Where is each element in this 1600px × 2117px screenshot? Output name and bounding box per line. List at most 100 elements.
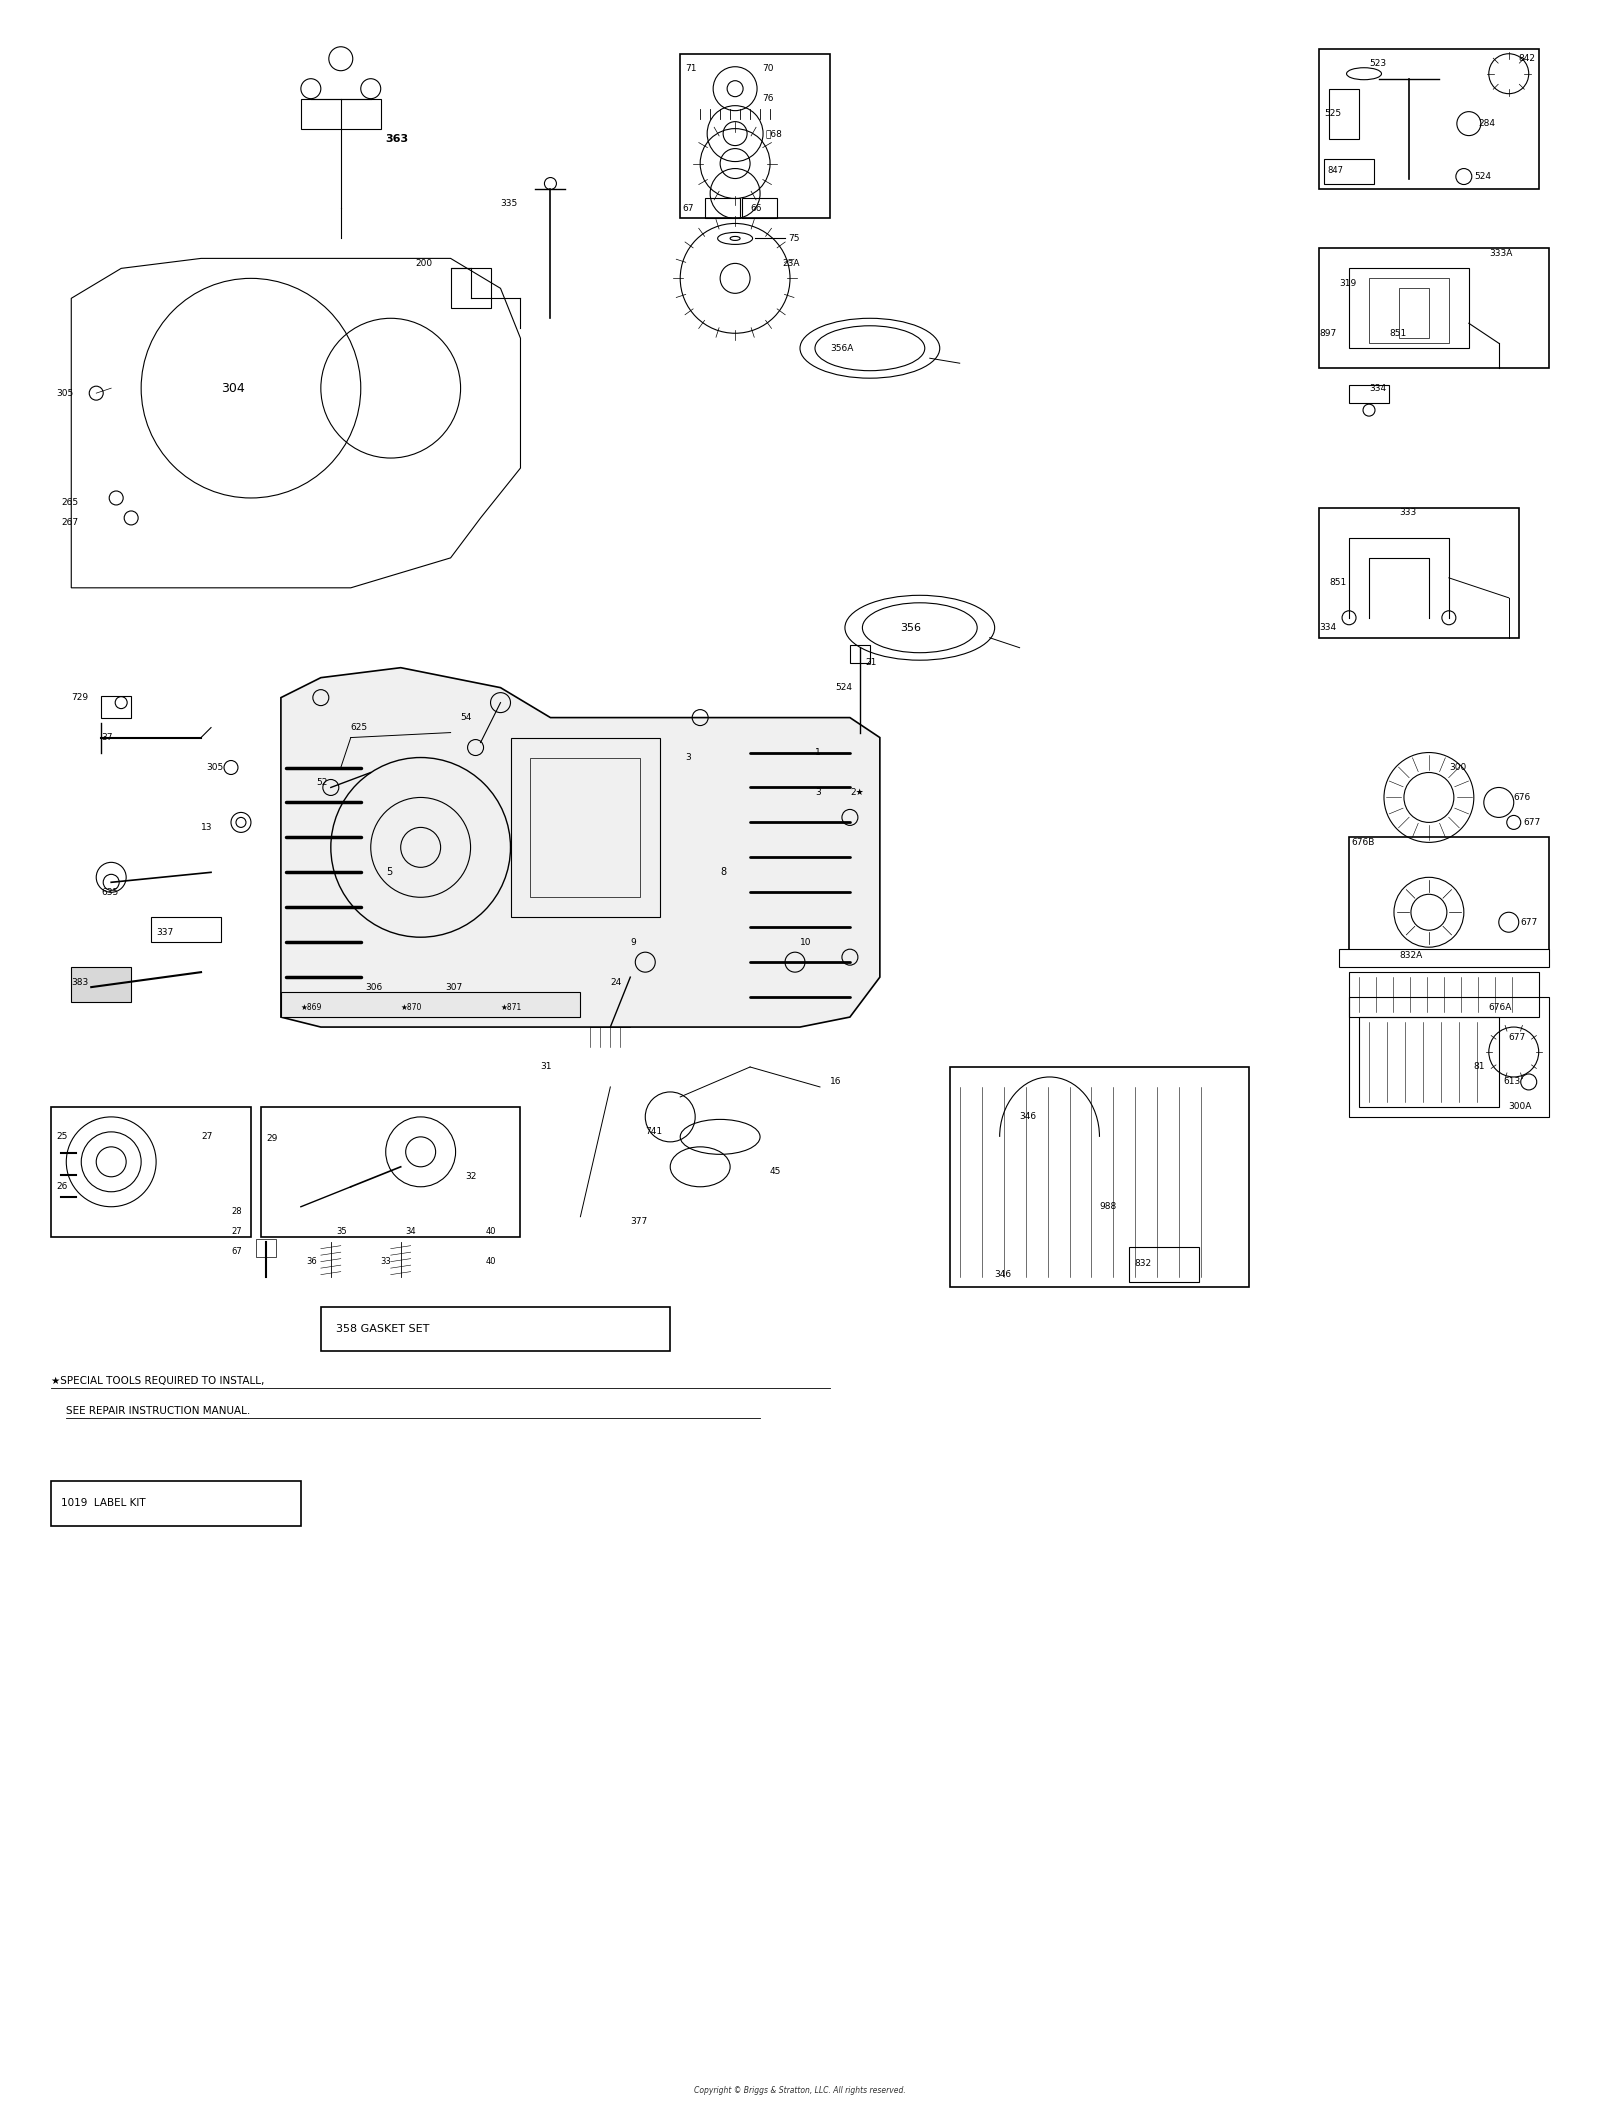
Text: 21: 21 (866, 658, 877, 667)
Text: 677: 677 (1520, 919, 1538, 927)
Bar (261, 1107, 520, 1236)
Text: ★871: ★871 (501, 1003, 522, 1012)
Text: 677: 677 (1509, 1033, 1526, 1042)
Text: ★SPECIAL TOOLS REQUIRED TO INSTALL,: ★SPECIAL TOOLS REQUIRED TO INSTALL, (51, 1376, 264, 1387)
Text: 27: 27 (230, 1228, 242, 1236)
Text: 3: 3 (814, 788, 821, 796)
Bar (1330, 89, 1358, 138)
Text: 67: 67 (230, 1247, 242, 1255)
Text: Copyright © Briggs & Stratton, LLC. All rights reserved.: Copyright © Briggs & Stratton, LLC. All … (694, 2085, 906, 2094)
Bar (1398, 288, 1429, 339)
Text: 67: 67 (682, 203, 694, 214)
Text: 613: 613 (1504, 1078, 1522, 1086)
Text: 524: 524 (835, 684, 851, 692)
Bar (950, 1067, 1250, 1287)
Text: 35: 35 (336, 1228, 347, 1236)
Text: 305: 305 (206, 762, 224, 773)
Bar (301, 99, 381, 129)
Text: 523: 523 (1370, 59, 1386, 68)
Text: 676B: 676B (1350, 838, 1374, 847)
Text: 851: 851 (1389, 328, 1406, 339)
Text: 988: 988 (1099, 1202, 1117, 1211)
Bar (680, 53, 830, 218)
Text: 3: 3 (685, 754, 691, 762)
Text: 1019  LABEL KIT: 1019 LABEL KIT (61, 1499, 146, 1507)
Bar (706, 199, 741, 218)
Text: 25: 25 (56, 1133, 67, 1141)
Text: 337: 337 (157, 927, 173, 936)
Bar (51, 1107, 251, 1236)
Bar (1370, 277, 1450, 343)
Text: 52: 52 (315, 777, 328, 788)
Text: 29: 29 (266, 1135, 277, 1143)
Text: 307: 307 (446, 982, 462, 991)
Bar (1349, 972, 1539, 1016)
Text: 676: 676 (1514, 794, 1531, 802)
Bar (1349, 997, 1549, 1118)
Text: 2★: 2★ (850, 788, 864, 796)
Bar (256, 1238, 275, 1257)
Bar (1318, 508, 1518, 637)
Text: 71: 71 (685, 64, 696, 74)
Text: 76: 76 (762, 93, 773, 104)
Text: 36: 36 (306, 1257, 317, 1266)
Text: 363: 363 (386, 133, 410, 144)
Text: 284: 284 (1478, 119, 1496, 129)
Text: 13: 13 (202, 824, 213, 832)
Text: 33: 33 (381, 1257, 392, 1266)
Text: ★870: ★870 (400, 1003, 422, 1012)
Text: 334: 334 (1370, 383, 1386, 392)
Text: 832: 832 (1134, 1260, 1152, 1268)
Bar (282, 993, 581, 1016)
Text: 305: 305 (56, 390, 74, 398)
Text: 68: 68 (765, 129, 782, 138)
Text: 34: 34 (406, 1228, 416, 1236)
Text: SEE REPAIR INSTRUCTION MANUAL.: SEE REPAIR INSTRUCTION MANUAL. (66, 1406, 251, 1416)
Text: 842: 842 (1518, 55, 1536, 64)
Text: 37: 37 (101, 732, 112, 743)
Text: 832A: 832A (1398, 951, 1422, 959)
Text: 525: 525 (1325, 110, 1341, 119)
Text: 70: 70 (762, 64, 773, 74)
Text: 306: 306 (366, 982, 382, 991)
Text: 66: 66 (750, 203, 762, 214)
Text: 356A: 356A (830, 343, 853, 354)
Text: 635: 635 (101, 887, 118, 898)
Bar (150, 917, 221, 942)
Polygon shape (282, 667, 880, 1027)
Text: 265: 265 (61, 497, 78, 508)
Text: 897: 897 (1318, 328, 1336, 339)
Text: 356: 356 (899, 622, 922, 633)
Bar (742, 199, 778, 218)
Text: 346: 346 (1019, 1111, 1037, 1122)
Text: 40: 40 (485, 1257, 496, 1266)
Bar (850, 646, 870, 663)
Text: 24: 24 (610, 978, 621, 987)
Text: 851: 851 (1330, 578, 1346, 586)
Text: 26: 26 (56, 1181, 67, 1192)
Text: 40: 40 (485, 1228, 496, 1236)
Bar (101, 696, 131, 718)
Text: 335: 335 (501, 199, 518, 207)
Text: 346: 346 (995, 1270, 1011, 1279)
Text: 741: 741 (645, 1128, 662, 1137)
Text: 383: 383 (72, 978, 88, 987)
Bar (1349, 385, 1389, 402)
Text: 9: 9 (630, 938, 637, 946)
Text: 333A: 333A (1490, 250, 1512, 258)
Text: 300: 300 (1450, 762, 1466, 773)
Bar (1318, 248, 1549, 368)
Text: 304: 304 (221, 381, 245, 394)
Text: 5: 5 (386, 868, 392, 876)
Text: 334: 334 (1318, 622, 1336, 633)
Text: 45: 45 (770, 1166, 781, 1177)
Text: 81: 81 (1474, 1063, 1485, 1071)
Text: 1: 1 (814, 747, 821, 758)
Text: 300A: 300A (1509, 1103, 1533, 1111)
Text: 28: 28 (230, 1207, 242, 1217)
Bar (1349, 269, 1469, 347)
Bar (322, 1306, 670, 1351)
Bar (510, 737, 661, 917)
Text: 677: 677 (1523, 817, 1541, 828)
Bar (1325, 159, 1374, 184)
